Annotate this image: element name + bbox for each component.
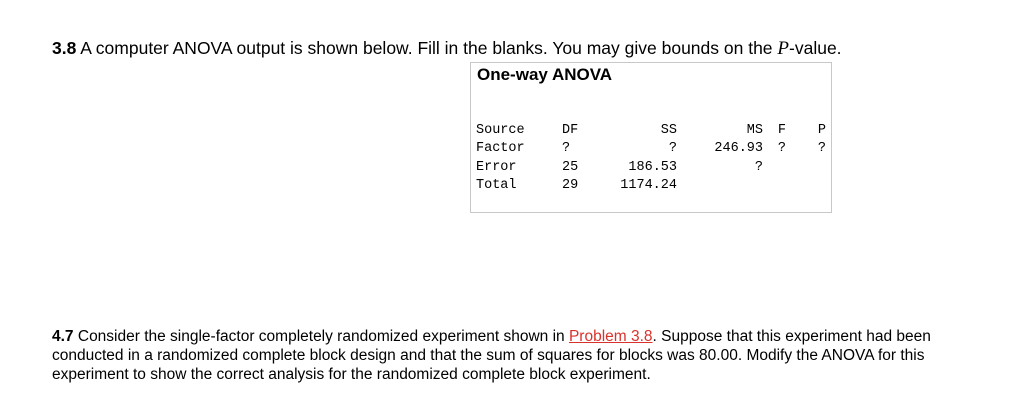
column-header: SS (660, 123, 677, 138)
table-cell: 25 (562, 160, 579, 175)
table-cell: Error (476, 160, 517, 175)
question-text: Consider the single-factor completely ra… (73, 328, 569, 345)
question-text: A computer ANOVA output is shown below. … (76, 38, 778, 58)
column-header: DF (562, 123, 579, 138)
column-header: F (777, 123, 786, 138)
table-cell: Total (476, 178, 517, 193)
problem-3-8-link[interactable]: Problem 3.8 (568, 328, 653, 345)
anova-title: One-way ANOVA (477, 65, 613, 84)
column-header: P (817, 123, 826, 138)
question-number: 3.8 (52, 38, 77, 58)
p-variable: P (777, 38, 790, 59)
question-number: 4.7 (52, 328, 74, 345)
column-header: Source (476, 123, 525, 138)
column-header: MS (746, 123, 763, 138)
table-cell: 246.93 (714, 141, 763, 156)
question-3-8: 3.8 A computer ANOVA output is shown bel… (52, 38, 842, 60)
question-text-end: . Suppose that this experiment had been … (52, 328, 931, 383)
question-4-7: 4.7 Consider the single-factor completel… (52, 327, 1002, 384)
table-cell: 1174.24 (620, 178, 677, 193)
table-cell: ? (562, 141, 571, 156)
table-cell: 186.53 (628, 160, 677, 175)
table-cell: ? (668, 141, 677, 156)
anova-output-box: One-way ANOVA Source DF SS MS F P Factor?? 246.… (470, 62, 832, 213)
table-cell: ? (817, 141, 826, 156)
table-cell: ? (754, 160, 763, 175)
table-cell: Factor (476, 141, 525, 156)
question-text-end: -value. (789, 38, 842, 58)
table-cell: ? (777, 141, 786, 156)
table-cell: 29 (562, 178, 579, 193)
